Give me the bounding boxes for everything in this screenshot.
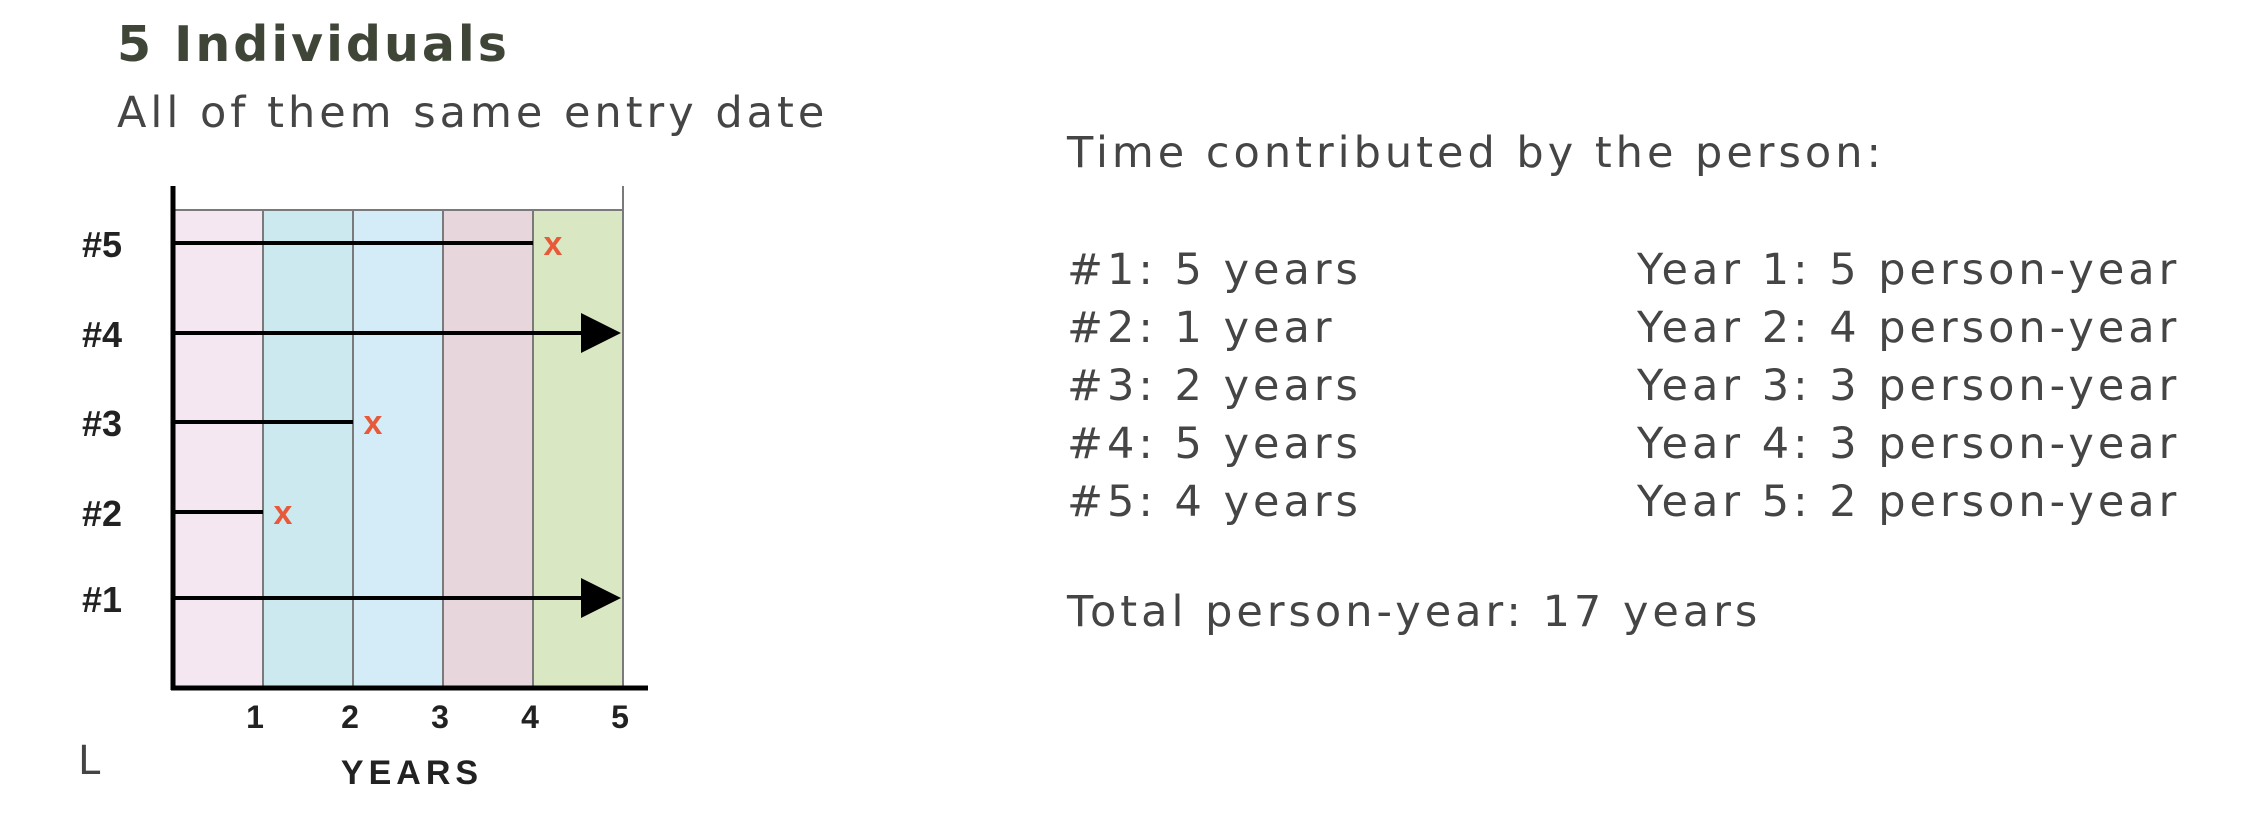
x-tick-label-5: 5 — [611, 699, 629, 735]
person-time-list: #1: 5 years #2: 1 year #3: 2 years #4: 5… — [1067, 241, 1362, 531]
event-marker-2: x — [274, 494, 293, 532]
year-band-1 — [172, 209, 264, 689]
list-item: #3: 2 years — [1067, 361, 1362, 411]
list-item: #4: 5 years — [1067, 419, 1362, 469]
stray-mark: L — [78, 738, 101, 784]
row-label-5: #5 — [82, 224, 122, 265]
year-band-5 — [532, 209, 624, 689]
x-tick-label-3: 3 — [431, 699, 449, 735]
page-subtitle: All of them same entry date — [117, 88, 829, 138]
page-title: 5 Individuals — [117, 16, 510, 73]
list-item: Year 3: 3 person-year — [1637, 361, 2181, 411]
x-axis-label: YEARS — [341, 754, 483, 792]
year-person-time-list: Year 1: 5 person-year Year 2: 4 person-y… — [1637, 241, 2180, 531]
event-marker-3: x — [364, 404, 383, 442]
list-item: #1: 5 years — [1067, 245, 1362, 295]
row-label-4: #4 — [82, 314, 122, 355]
row-label-1: #1 — [82, 579, 122, 620]
summary-heading: Time contributed by the person: — [1067, 128, 1885, 178]
year-band-3 — [352, 209, 444, 689]
year-band-2 — [262, 209, 354, 689]
list-item: #2: 1 year — [1067, 303, 1336, 353]
event-marker-5: x — [544, 225, 563, 263]
x-tick-label-4: 4 — [521, 699, 539, 735]
x-tick-label-1: 1 — [246, 699, 264, 735]
total-person-years: Total person-year: 17 years — [1067, 587, 1762, 637]
list-item: #5: 4 years — [1067, 477, 1362, 527]
row-label-2: #2 — [82, 493, 122, 534]
year-band-4 — [442, 209, 534, 689]
row-label-3: #3 — [82, 403, 122, 444]
follow-up-timeline-chart: #1 #2 x #3 x #4 #5 x 1 2 3 4 5 YEARS — [82, 186, 648, 792]
list-item: Year 1: 5 person-year — [1637, 245, 2181, 295]
x-tick-label-2: 2 — [341, 699, 359, 735]
list-item: Year 5: 2 person-year — [1637, 477, 2181, 527]
list-item: Year 2: 4 person-year — [1637, 303, 2181, 353]
list-item: Year 4: 3 person-year — [1637, 419, 2181, 469]
